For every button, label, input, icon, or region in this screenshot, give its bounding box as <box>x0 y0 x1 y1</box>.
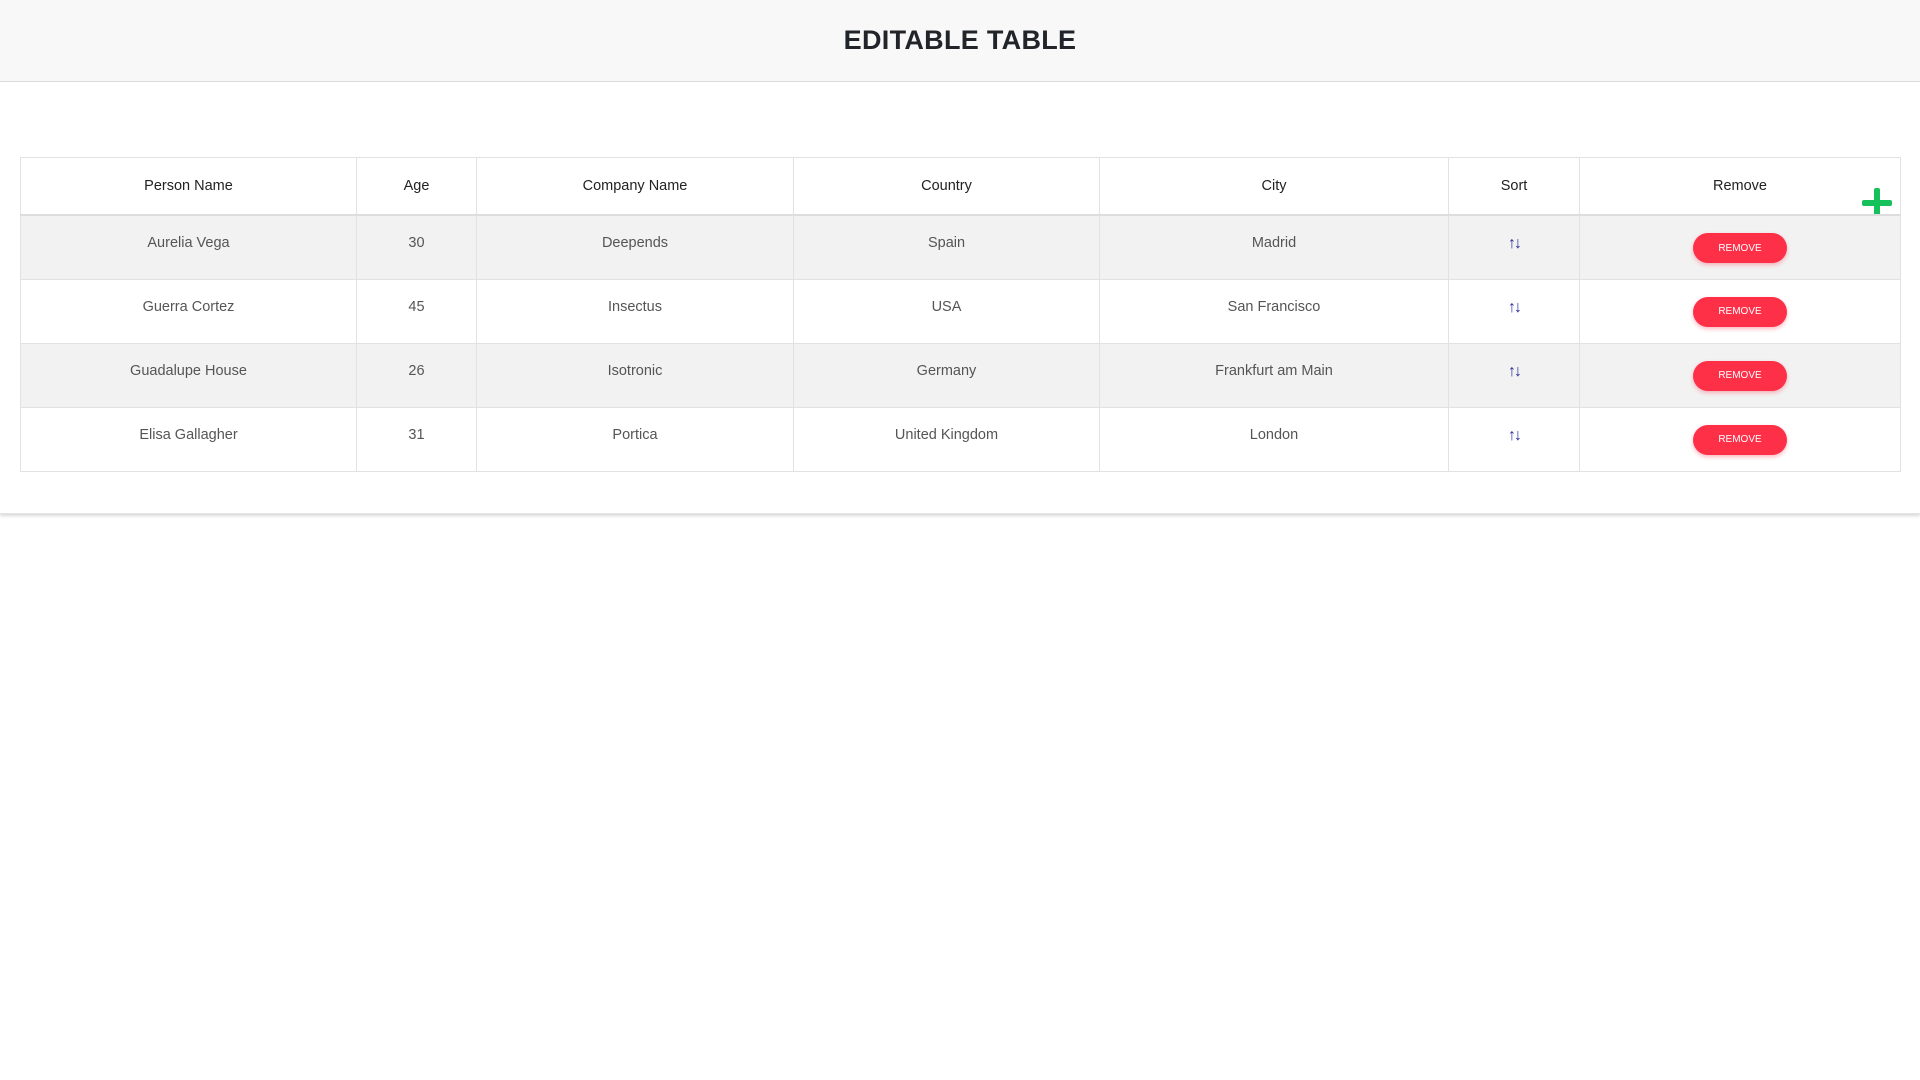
remove-cell: REMOVE <box>1579 406 1901 472</box>
sort-cell: ↑↓ <box>1448 214 1580 280</box>
cell-name[interactable]: Elisa Gallagher <box>20 406 357 472</box>
table-panel: Person Name Age Company Name Country Cit… <box>0 82 1920 514</box>
cell-city[interactable]: Frankfurt am Main <box>1099 342 1449 408</box>
editable-table: Person Name Age Company Name Country Cit… <box>20 157 1901 472</box>
cell-name[interactable]: Guerra Cortez <box>20 278 357 344</box>
top-bar: EDITABLE TABLE <box>0 0 1920 82</box>
cell-company[interactable]: Isotronic <box>476 342 794 408</box>
column-header: Person Name <box>20 157 357 216</box>
cell-country[interactable]: United Kingdom <box>793 406 1100 472</box>
table-row: Aurelia Vega 30 Deepends Spain Madrid ↑↓ REMOV… <box>20 214 1901 280</box>
sort-arrows-icon[interactable]: ↑↓ <box>1508 362 1522 380</box>
column-header: City <box>1099 157 1449 216</box>
sort-arrows-icon[interactable]: ↑↓ <box>1508 235 1522 252</box>
sort-arrows-icon[interactable]: ↑↓ <box>1508 298 1522 316</box>
cell-name[interactable]: Guadalupe House <box>20 342 357 408</box>
remove-cell: REMOVE <box>1579 214 1901 280</box>
sort-cell: ↑↓ <box>1448 278 1580 344</box>
cell-age[interactable]: 31 <box>356 406 477 472</box>
sort-cell: ↑↓ <box>1448 342 1580 408</box>
table-row: Elisa Gallagher 31 Portica United Kingdom Lo… <box>20 406 1901 472</box>
table-header-row: Person Name Age Company Name Country Cit… <box>20 157 1901 216</box>
remove-button[interactable]: REMOVE <box>1693 233 1787 263</box>
cell-age[interactable]: 26 <box>356 342 477 408</box>
cell-age[interactable]: 45 <box>356 278 477 344</box>
cell-city[interactable]: London <box>1099 406 1449 472</box>
table-row: Guadalupe House 26 Isotronic Germany Frankfu… <box>20 342 1901 408</box>
cell-city[interactable]: San Francisco <box>1099 278 1449 344</box>
remove-cell: REMOVE <box>1579 342 1901 408</box>
cell-name[interactable]: Aurelia Vega <box>20 214 357 280</box>
column-header: Age <box>356 157 477 216</box>
cell-country[interactable]: Germany <box>793 342 1100 408</box>
remove-button[interactable]: REMOVE <box>1693 424 1787 455</box>
cell-company[interactable]: Portica <box>476 406 794 472</box>
column-header: Company Name <box>476 157 794 216</box>
remove-button[interactable]: REMOVE <box>1693 360 1787 391</box>
cell-company[interactable]: Insectus <box>476 278 794 344</box>
column-header: Sort <box>1448 157 1580 216</box>
page-title: EDITABLE TABLE <box>843 25 1077 55</box>
sort-cell: ↑↓ <box>1448 406 1580 472</box>
table-row: Guerra Cortez 45 Insectus USA San Francisco ↑… <box>20 278 1901 344</box>
cell-country[interactable]: Spain <box>793 214 1100 280</box>
remove-button[interactable]: REMOVE <box>1693 296 1787 327</box>
column-header: Country <box>793 157 1100 216</box>
column-header: Remove <box>1579 157 1901 216</box>
cell-age[interactable]: 30 <box>356 214 477 280</box>
remove-cell: REMOVE <box>1579 278 1901 344</box>
cell-city[interactable]: Madrid <box>1099 214 1449 280</box>
cell-company[interactable]: Deepends <box>476 214 794 280</box>
cell-country[interactable]: USA <box>793 278 1100 344</box>
sort-arrows-icon[interactable]: ↑↓ <box>1508 426 1522 444</box>
